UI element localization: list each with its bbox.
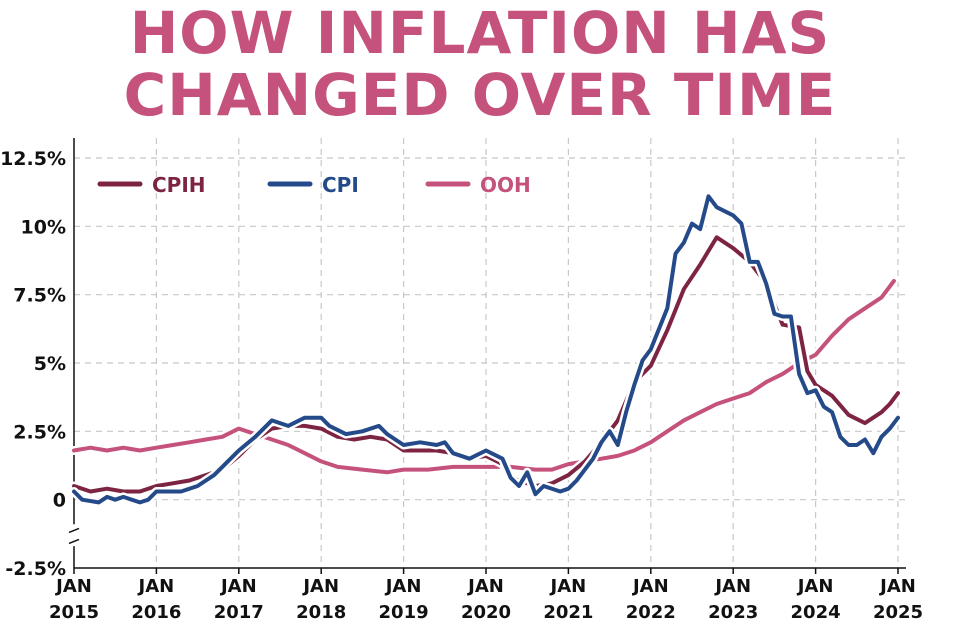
x-tick-label-year: 2016 xyxy=(131,602,181,623)
x-tick-label-month: JAN xyxy=(631,576,669,597)
y-axis-break xyxy=(68,527,80,545)
x-tick-label-month: JAN xyxy=(219,576,257,597)
legend-label: CPI xyxy=(322,173,359,197)
series-line-cpi xyxy=(72,194,900,505)
x-tick-label-year: 2015 xyxy=(49,602,99,623)
x-tick-label-year: 2023 xyxy=(708,602,758,623)
y-tick-label: 2.5% xyxy=(13,421,66,443)
y-tick-label: 5% xyxy=(34,353,66,375)
x-tick-label-month: JAN xyxy=(301,576,339,597)
y-tick-label: -2.5% xyxy=(5,558,66,580)
y-tick-label: 7.5% xyxy=(13,285,66,307)
x-tick-label-year: 2017 xyxy=(214,602,264,623)
series-lines xyxy=(69,191,903,507)
x-tick-label-month: JAN xyxy=(384,576,422,597)
x-tick-label-year: 2018 xyxy=(296,602,346,623)
x-axis-ticks: JAN 2015 JAN 2016 JAN 2017 JAN 2018 JAN 2019 JAN 20… xyxy=(49,576,923,623)
y-tick-label: 12.5% xyxy=(0,148,66,170)
x-tick-label-year: 2024 xyxy=(791,602,841,623)
axes xyxy=(68,138,906,574)
legend-item-cpi: CPI xyxy=(267,173,359,197)
x-tick-label-month: JAN xyxy=(713,576,751,597)
grid xyxy=(74,138,906,568)
legend-item-ooh: OOH xyxy=(425,173,531,197)
legend-label: OOH xyxy=(480,173,531,197)
x-tick-label-month: JAN xyxy=(549,576,587,597)
chart-title-line-1: HOW INFLATION HAS xyxy=(129,0,831,67)
x-tick-label-year: 2021 xyxy=(543,602,593,623)
x-tick-label-month: JAN xyxy=(466,576,504,597)
x-tick-label-month: JAN xyxy=(796,576,834,597)
chart-title: HOW INFLATION HAS CHANGED OVER TIME xyxy=(0,0,960,126)
x-tick-label-year: 2022 xyxy=(626,602,676,623)
x-tick-label-month: JAN xyxy=(137,576,175,597)
x-tick-label-year: 2020 xyxy=(461,602,511,623)
y-axis-ticks: 12.5% 10% 7.5% 5% 2.5% 0 -2.5% xyxy=(0,148,66,580)
legend-item-cpih: CPIH xyxy=(97,173,206,197)
legend-label: CPIH xyxy=(152,173,206,197)
chart-title-line-2: CHANGED OVER TIME xyxy=(123,61,837,129)
y-tick-label: 0 xyxy=(53,490,66,512)
x-tick-label-year: 2019 xyxy=(379,602,429,623)
y-tick-label: 10% xyxy=(21,216,66,238)
x-tick-label-year: 2025 xyxy=(873,602,923,623)
legend: CPIH CPI OOH xyxy=(97,173,531,197)
x-tick-label-month: JAN xyxy=(878,576,916,597)
x-tick-label-month: JAN xyxy=(54,576,92,597)
